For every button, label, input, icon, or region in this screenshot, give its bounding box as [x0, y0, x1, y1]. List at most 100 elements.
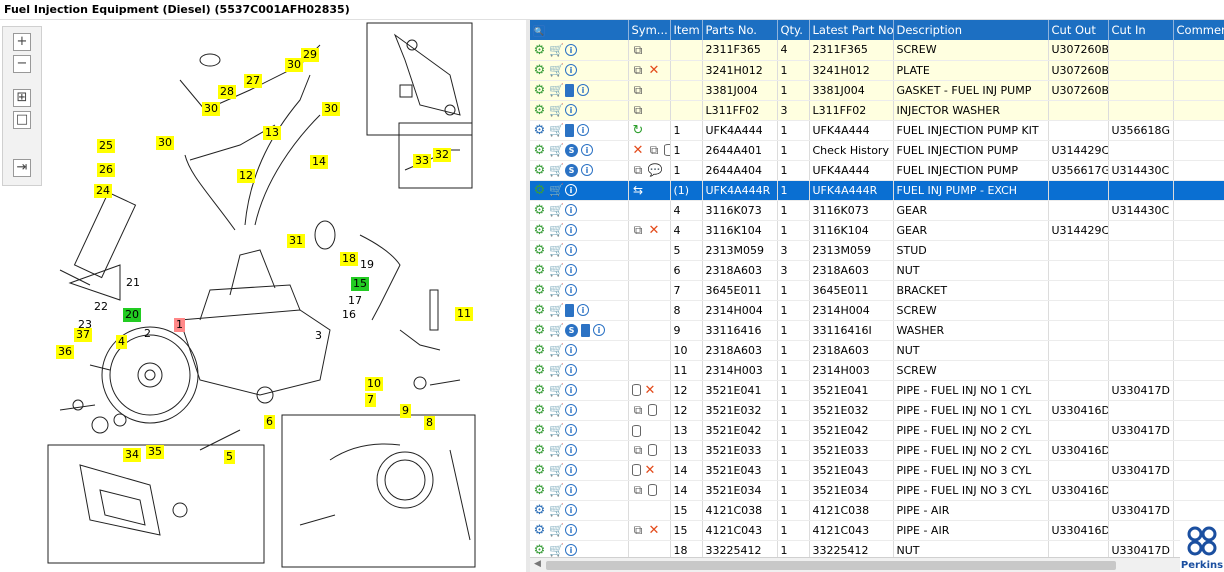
catalog-icon[interactable]: ⧉ — [649, 142, 659, 157]
catalog-icon[interactable]: ⧉ — [633, 402, 643, 417]
callout-28[interactable]: 28 — [218, 85, 236, 99]
exchange-icon[interactable]: ⇆ — [632, 182, 644, 197]
catalog-icon[interactable]: ⧉ — [633, 162, 643, 177]
actual-size-button[interactable]: □ — [13, 111, 31, 129]
info-icon[interactable]: i — [565, 104, 577, 117]
info-icon[interactable]: i — [565, 404, 577, 417]
remove-icon[interactable]: ✕ — [644, 462, 656, 478]
info-icon[interactable]: i — [565, 364, 577, 377]
info-icon[interactable]: i — [565, 264, 577, 277]
callout-35[interactable]: 35 — [146, 445, 164, 459]
callout-30[interactable]: 30 — [322, 102, 340, 116]
details-icon[interactable]: ⚙ — [533, 442, 546, 458]
cylinder-icon[interactable] — [631, 384, 641, 397]
table-row[interactable]: ⚙ 🛒 i 13 3521E042 1 3521E042 PIPE - FUEL INJ NO… — [530, 420, 1224, 441]
table-row[interactable]: ⚙ 🛒 i 7 3645E011 1 3645E011 BRACKET — [530, 280, 1224, 301]
details-icon[interactable]: ⚙ — [533, 342, 546, 358]
table-row[interactable]: ⚙ 🛒 i 10 2318A603 1 2318A603 NUT — [530, 340, 1224, 361]
info-icon[interactable]: i — [565, 524, 577, 537]
info-icon[interactable]: i — [565, 384, 577, 397]
callout-30[interactable]: 30 — [285, 58, 303, 72]
callout-25[interactable]: 25 — [97, 139, 115, 153]
zoom-in-button[interactable]: + — [13, 33, 31, 51]
callout-36[interactable]: 36 — [56, 345, 74, 359]
details-icon[interactable]: ⚙ — [533, 402, 546, 418]
details-icon[interactable]: ⚙ — [533, 462, 546, 478]
scroll-left-icon[interactable]: ◀ — [534, 559, 541, 569]
details-icon[interactable]: ⚙ — [533, 382, 546, 398]
cart-icon[interactable]: 🛒 — [549, 142, 564, 157]
table-row[interactable]: ⚙ 🛒 i ⧉ 13 3521E033 1 3521E033 PIPE - FUEL INJ N… — [530, 440, 1224, 461]
callout-26[interactable]: 26 — [97, 163, 115, 177]
cart-icon[interactable]: 🛒 — [549, 402, 564, 417]
callout-4[interactable]: 4 — [116, 335, 127, 349]
remove-icon[interactable]: ✕ — [648, 62, 660, 78]
details-icon[interactable]: ⚙ — [533, 482, 546, 498]
details-icon[interactable]: ⚙ — [533, 322, 546, 338]
callout-34[interactable]: 34 — [123, 448, 141, 462]
table-row[interactable]: ⚙ 🛒 i 4 3116K073 1 3116K073 GEAR U314430C — [530, 200, 1224, 221]
info-icon[interactable]: i — [581, 144, 593, 157]
scrollbar-thumb[interactable] — [546, 561, 1116, 570]
details-icon[interactable]: ⚙ — [533, 362, 546, 378]
zoom-out-button[interactable]: − — [13, 55, 31, 73]
details-icon[interactable]: ⚙ — [533, 242, 546, 258]
table-row[interactable]: ⚙ 🛒 i 5 2313M059 3 2313M059 STUD — [530, 240, 1224, 261]
table-row[interactable]: ⚙ 🛒 i ⧉ L311FF02 3 L311FF02 INJECTOR WASHER — [530, 100, 1224, 121]
info-icon[interactable]: i — [593, 324, 605, 337]
callout-1[interactable]: 1 — [174, 318, 185, 332]
info-icon[interactable]: i — [577, 124, 589, 137]
column-header-description[interactable]: Description — [893, 20, 1049, 40]
kit-details-icon[interactable]: ⚙ — [533, 122, 546, 138]
details-icon[interactable]: ⚙ — [533, 102, 546, 118]
cart-icon[interactable]: 🛒 — [549, 422, 564, 437]
details-icon[interactable]: ⚙ — [533, 82, 546, 98]
info-icon[interactable]: i — [565, 284, 577, 297]
column-header-parts-no[interactable]: Parts No. — [702, 20, 778, 40]
callout-30[interactable]: 30 — [156, 136, 174, 150]
cylinder-icon[interactable] — [631, 464, 641, 477]
table-row[interactable]: ⚙ 🛒 i ⧉ 2311F365 4 2311F365 SCREW U307260B — [530, 40, 1224, 61]
callout-29[interactable]: 29 — [301, 48, 319, 62]
info-icon[interactable]: i — [565, 184, 577, 197]
table-row[interactable]: ⚙ 🛒 i ⇆ (1) UFK4A444R 1 UFK4A444R FUEL INJ PUMP … — [530, 180, 1224, 201]
document-icon[interactable] — [565, 83, 574, 97]
table-row[interactable]: ⚙ 🛒 i ⧉ 3381J004 1 3381J004 GASKET - FUEL INJ P… — [530, 80, 1224, 101]
info-icon[interactable]: i — [565, 424, 577, 437]
note-icon[interactable]: 💬 — [647, 162, 663, 177]
supersession-icon[interactable]: S — [565, 323, 578, 337]
catalog-icon[interactable]: ⧉ — [633, 442, 643, 457]
callout-37[interactable]: 37 — [74, 328, 92, 342]
details-icon[interactable]: ⚙ — [533, 542, 546, 558]
info-icon[interactable]: i — [565, 204, 577, 217]
cart-icon[interactable]: 🛒 — [549, 62, 564, 77]
callout-15[interactable]: 15 — [351, 277, 369, 291]
details-icon[interactable]: ⚙ — [533, 162, 546, 178]
callout-18[interactable]: 18 — [340, 252, 358, 266]
cart-icon[interactable]: 🛒 — [549, 242, 564, 257]
cart-icon[interactable]: 🛒 — [549, 42, 564, 57]
table-row[interactable]: ⚙ 🛒 i ⧉ ✕ 3241H012 1 3241H012 PLATE U307260B — [530, 60, 1224, 81]
table-row[interactable]: ⚙ 🛒 i ⧉ 14 3521E034 1 3521E034 PIPE - FUEL INJ N… — [530, 480, 1224, 501]
callout-5[interactable]: 5 — [224, 450, 235, 464]
catalog-icon[interactable]: ⧉ — [633, 222, 643, 237]
column-header-cut-in[interactable]: Cut In — [1108, 20, 1174, 40]
cart-icon[interactable]: 🛒 — [549, 542, 564, 557]
remove-icon[interactable]: ✕ — [648, 222, 660, 238]
callout-19[interactable]: 19 — [360, 258, 374, 271]
cylinder-icon[interactable] — [647, 484, 657, 497]
callout-12[interactable]: 12 — [237, 169, 255, 183]
remove-icon[interactable]: ✕ — [644, 382, 656, 398]
details-icon[interactable]: ⚙ — [533, 202, 546, 218]
details-icon[interactable]: ⚙ — [533, 302, 546, 318]
cart-icon[interactable]: 🛒 — [549, 162, 564, 177]
catalog-icon[interactable]: ⧉ — [633, 522, 643, 537]
callout-22[interactable]: 22 — [94, 300, 108, 313]
info-icon[interactable]: i — [581, 164, 593, 177]
catalog-icon[interactable]: ⧉ — [633, 62, 643, 77]
info-icon[interactable]: i — [565, 464, 577, 477]
table-row[interactable]: ⚙ 🛒 i ⧉ ✕ 15 4121C043 1 4121C043 PIPE - AIR U33041… — [530, 520, 1224, 541]
catalog-icon[interactable]: ⧉ — [633, 82, 643, 97]
callout-2[interactable]: 2 — [144, 327, 151, 340]
